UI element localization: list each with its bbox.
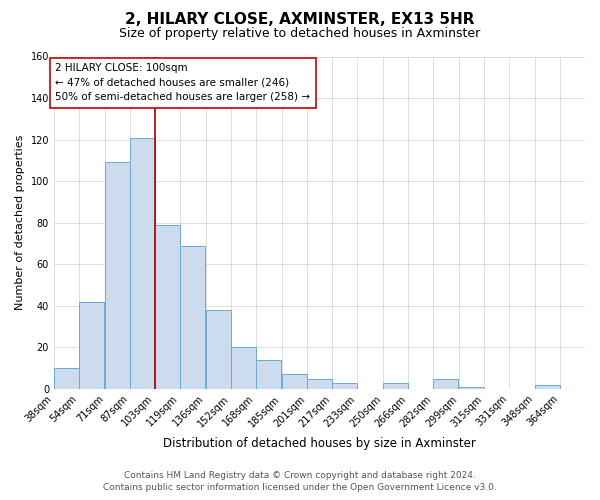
Bar <box>54 368 79 389</box>
Bar <box>332 382 357 389</box>
Bar <box>79 302 104 389</box>
Bar <box>179 246 205 389</box>
X-axis label: Distribution of detached houses by size in Axminster: Distribution of detached houses by size … <box>163 437 476 450</box>
Text: Size of property relative to detached houses in Axminster: Size of property relative to detached ho… <box>119 28 481 40</box>
Bar <box>433 378 458 389</box>
Bar <box>231 348 256 389</box>
Bar <box>459 387 484 389</box>
Bar <box>206 310 231 389</box>
Bar <box>155 225 179 389</box>
Bar <box>105 162 130 389</box>
Bar <box>535 384 560 389</box>
Bar <box>130 138 155 389</box>
Text: 2 HILARY CLOSE: 100sqm
← 47% of detached houses are smaller (246)
50% of semi-de: 2 HILARY CLOSE: 100sqm ← 47% of detached… <box>55 62 310 102</box>
Y-axis label: Number of detached properties: Number of detached properties <box>15 135 25 310</box>
Bar <box>383 382 408 389</box>
Text: 2, HILARY CLOSE, AXMINSTER, EX13 5HR: 2, HILARY CLOSE, AXMINSTER, EX13 5HR <box>125 12 475 28</box>
Bar <box>282 374 307 389</box>
Bar <box>256 360 281 389</box>
Bar <box>307 378 332 389</box>
Text: Contains HM Land Registry data © Crown copyright and database right 2024.
Contai: Contains HM Land Registry data © Crown c… <box>103 471 497 492</box>
